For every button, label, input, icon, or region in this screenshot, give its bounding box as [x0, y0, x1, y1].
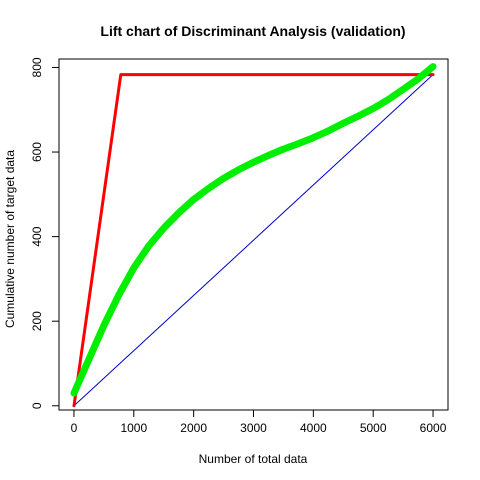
x-tick-label: 0: [71, 421, 78, 435]
x-tick-label: 2000: [180, 421, 207, 435]
x-tick-label: 6000: [420, 421, 447, 435]
plot-frame: [58, 58, 449, 411]
baseline-series-line: [73, 74, 434, 407]
y-tick-label: 600: [30, 142, 44, 162]
x-tick-label: 3000: [240, 421, 267, 435]
x-tick-label: 1000: [120, 421, 147, 435]
plot-area: 0 1000 2000 3000 4000 5000 6000 0 200 400 600 800: [30, 57, 449, 435]
y-tick-label: 200: [30, 311, 44, 331]
y-axis-label: Cumulative number of target data: [3, 150, 17, 328]
y-tick-label: 400: [30, 226, 44, 246]
best-series-line: [72, 73, 435, 408]
y-tick-label: 0: [30, 402, 44, 409]
y-tick-label: 800: [30, 57, 44, 77]
x-tick-label: 5000: [360, 421, 387, 435]
chart-title: Lift chart of Discriminant Analysis (val…: [100, 23, 405, 39]
x-axis-label: Number of total data: [199, 452, 308, 466]
model-series-line: [70, 63, 437, 397]
x-tick-label: 4000: [300, 421, 327, 435]
